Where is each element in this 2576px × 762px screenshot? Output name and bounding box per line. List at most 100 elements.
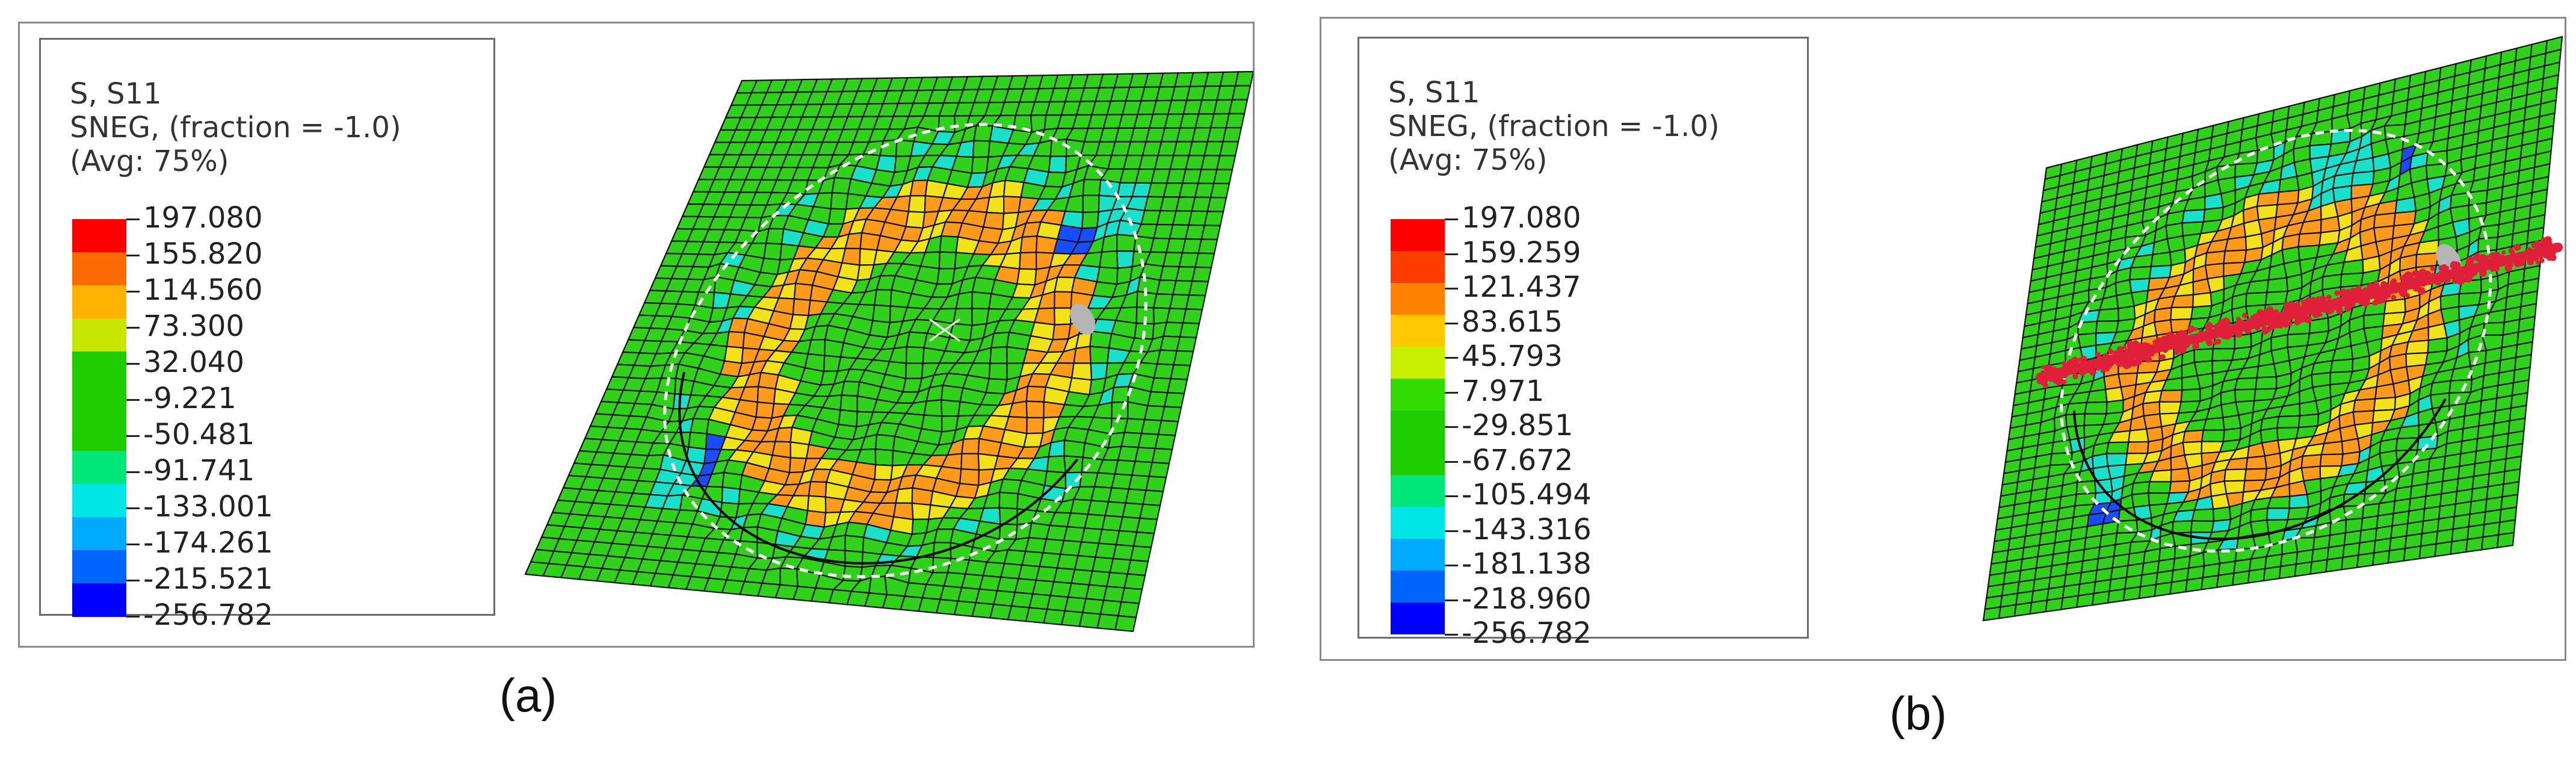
- mesh-element: [1054, 307, 1072, 326]
- mesh-element: [2193, 348, 2214, 364]
- colorbar-label-a-1: 155.820: [143, 237, 263, 271]
- mesh-element: [2383, 298, 2406, 315]
- mesh-element: [2387, 547, 2406, 564]
- crack-particle: [2383, 296, 2388, 300]
- mesh-element: [2201, 429, 2225, 442]
- mesh-element: [960, 453, 980, 471]
- mesh-element: [874, 463, 894, 481]
- crack-particle: [2162, 335, 2167, 340]
- colorbar-label-a-5: -9.221: [143, 382, 236, 415]
- crack-particle: [2205, 322, 2213, 330]
- crack-particle: [2117, 345, 2124, 352]
- colorbar-tick-a-1: [126, 255, 140, 256]
- mesh-element: [2147, 481, 2172, 494]
- colorbar-tick-b-9: [1445, 530, 1458, 532]
- mesh-element: [874, 433, 896, 451]
- colorbar-tick-b-12: [1445, 634, 1458, 636]
- mesh-element: [1138, 503, 1161, 521]
- mesh-element: [1163, 392, 1185, 409]
- crack-particle: [2367, 283, 2374, 290]
- mesh-element: [807, 339, 826, 357]
- mesh-element: [793, 282, 814, 301]
- mesh-element: [2158, 401, 2182, 415]
- crack-particle: [2175, 348, 2179, 352]
- mesh-element: [2105, 441, 2130, 454]
- crack-particle: [2206, 340, 2213, 347]
- mesh-element: [2158, 389, 2183, 403]
- crack-particle: [2123, 361, 2131, 370]
- crack-particle: [2236, 317, 2241, 322]
- crack-particle: [2374, 298, 2379, 302]
- colorbar-tick-b-7: [1445, 460, 1458, 463]
- mesh-element: [1129, 545, 1152, 562]
- colorbar-swatch-a-8: [72, 484, 126, 518]
- mesh-element: [990, 331, 1010, 348]
- mesh-element: [2224, 236, 2247, 252]
- colorbar-label-a-0: 197.080: [143, 201, 263, 235]
- caption-a: (a): [499, 669, 557, 722]
- mesh-element: [2374, 383, 2397, 400]
- crack-particle: [2131, 359, 2139, 367]
- mesh-element: [959, 468, 980, 486]
- colorbar-swatch-b-12: [1391, 602, 1445, 635]
- mesh-element: [2341, 554, 2359, 571]
- mesh-element: [2084, 401, 2108, 415]
- mesh-element: [2192, 291, 2213, 308]
- crack-particle: [2464, 274, 2473, 283]
- crack-particle: [2159, 354, 2166, 361]
- mesh-element: [2329, 358, 2354, 373]
- mesh-element: [1154, 433, 1176, 450]
- mesh-element: [1101, 234, 1118, 253]
- legend-box-a: S, S11 SNEG, (fraction = -1.0) (Avg: 75%…: [39, 38, 495, 630]
- mesh-element: [1200, 225, 1222, 241]
- mesh-element: [2029, 599, 2048, 615]
- mesh-element: [971, 156, 989, 174]
- mesh-element: [763, 242, 782, 261]
- crack-particle: [2391, 294, 2397, 300]
- mesh-element: [756, 386, 776, 404]
- colorbar-label-b-8: -105.494: [1462, 478, 1592, 512]
- crack-particle: [2288, 321, 2293, 326]
- colorbar-label-b-9: -143.316: [1462, 512, 1592, 547]
- mesh-element: [1197, 238, 1219, 255]
- colorbar-tick-a-11: [126, 616, 140, 618]
- colorbar-label-a-3: 73.300: [143, 309, 244, 343]
- mesh-element: [2126, 441, 2149, 454]
- die-outline: [2060, 129, 2492, 553]
- mesh-element: [2299, 400, 2320, 417]
- colorbar-label-a-2: 114.560: [143, 273, 263, 307]
- mesh-element: [2309, 559, 2328, 575]
- mesh-element: [1064, 471, 1083, 490]
- mesh-element: [755, 401, 775, 419]
- crack-particle: [2294, 302, 2300, 308]
- crack-particle: [2391, 278, 2397, 284]
- mesh-element: [2405, 339, 2430, 355]
- mesh-element: [1166, 378, 1188, 394]
- mesh-element: [2172, 520, 2193, 534]
- mesh-element: [2096, 308, 2119, 323]
- mesh-element: [726, 330, 746, 349]
- mesh-element: [2202, 417, 2225, 431]
- crack-particle: [2127, 340, 2134, 348]
- colorbar-tick-a-3: [126, 327, 140, 329]
- colorbar-swatch-b-0: [1391, 219, 1445, 252]
- mesh-element: [1090, 362, 1108, 381]
- crack-particle: [2364, 300, 2370, 306]
- mesh-element: [2138, 583, 2157, 599]
- mesh-element: [2045, 597, 2064, 613]
- colorbar-tick-b-8: [1445, 495, 1458, 497]
- mesh-element: [2264, 290, 2289, 306]
- colorbar-swatch-a-10: [72, 550, 126, 584]
- mesh-element: [868, 575, 888, 596]
- mesh-element: [2170, 306, 2194, 321]
- crack-particle: [2235, 333, 2240, 337]
- colorbar-swatch-b-5: [1391, 379, 1445, 411]
- crack-particle: [2501, 250, 2506, 255]
- mesh-element: [2154, 581, 2173, 597]
- punch-rim: [678, 371, 1079, 565]
- mesh-element: [1126, 559, 1149, 577]
- mesh-element: [2223, 249, 2247, 264]
- mesh-element: [1173, 350, 1194, 367]
- colorbar-swatch-b-3: [1391, 315, 1445, 347]
- crack-particle: [2466, 256, 2474, 265]
